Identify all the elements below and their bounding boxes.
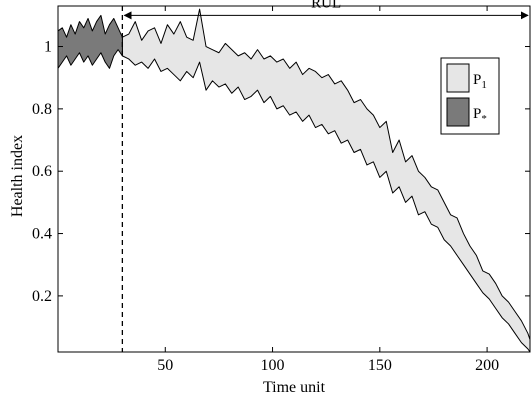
x-axis-label: Time unit [263, 379, 326, 396]
legend: P1P* [440, 57, 500, 135]
y-tick-label: 0.2 [32, 288, 52, 305]
y-tick-label: 0.4 [32, 226, 52, 243]
axes-layer: 50 100 150 200 0.2 0.4 0.6 0.8 1 P1P* [32, 5, 531, 374]
x-tick-label: 150 [368, 357, 392, 374]
y-tick-label: 1 [44, 39, 52, 56]
y-tick-label: 0.6 [32, 163, 52, 180]
legend-swatch-0 [446, 63, 470, 93]
x-tick-label: 200 [475, 357, 499, 374]
plot-frame [57, 5, 531, 353]
x-tick-label: 50 [157, 357, 173, 374]
y-tick-label: 0.8 [32, 101, 52, 118]
series-band-1 [57, 14, 123, 69]
legend-swatch-1 [446, 97, 470, 127]
x-tick-label: 100 [261, 357, 285, 374]
y-axis-label: Health index [9, 135, 26, 217]
